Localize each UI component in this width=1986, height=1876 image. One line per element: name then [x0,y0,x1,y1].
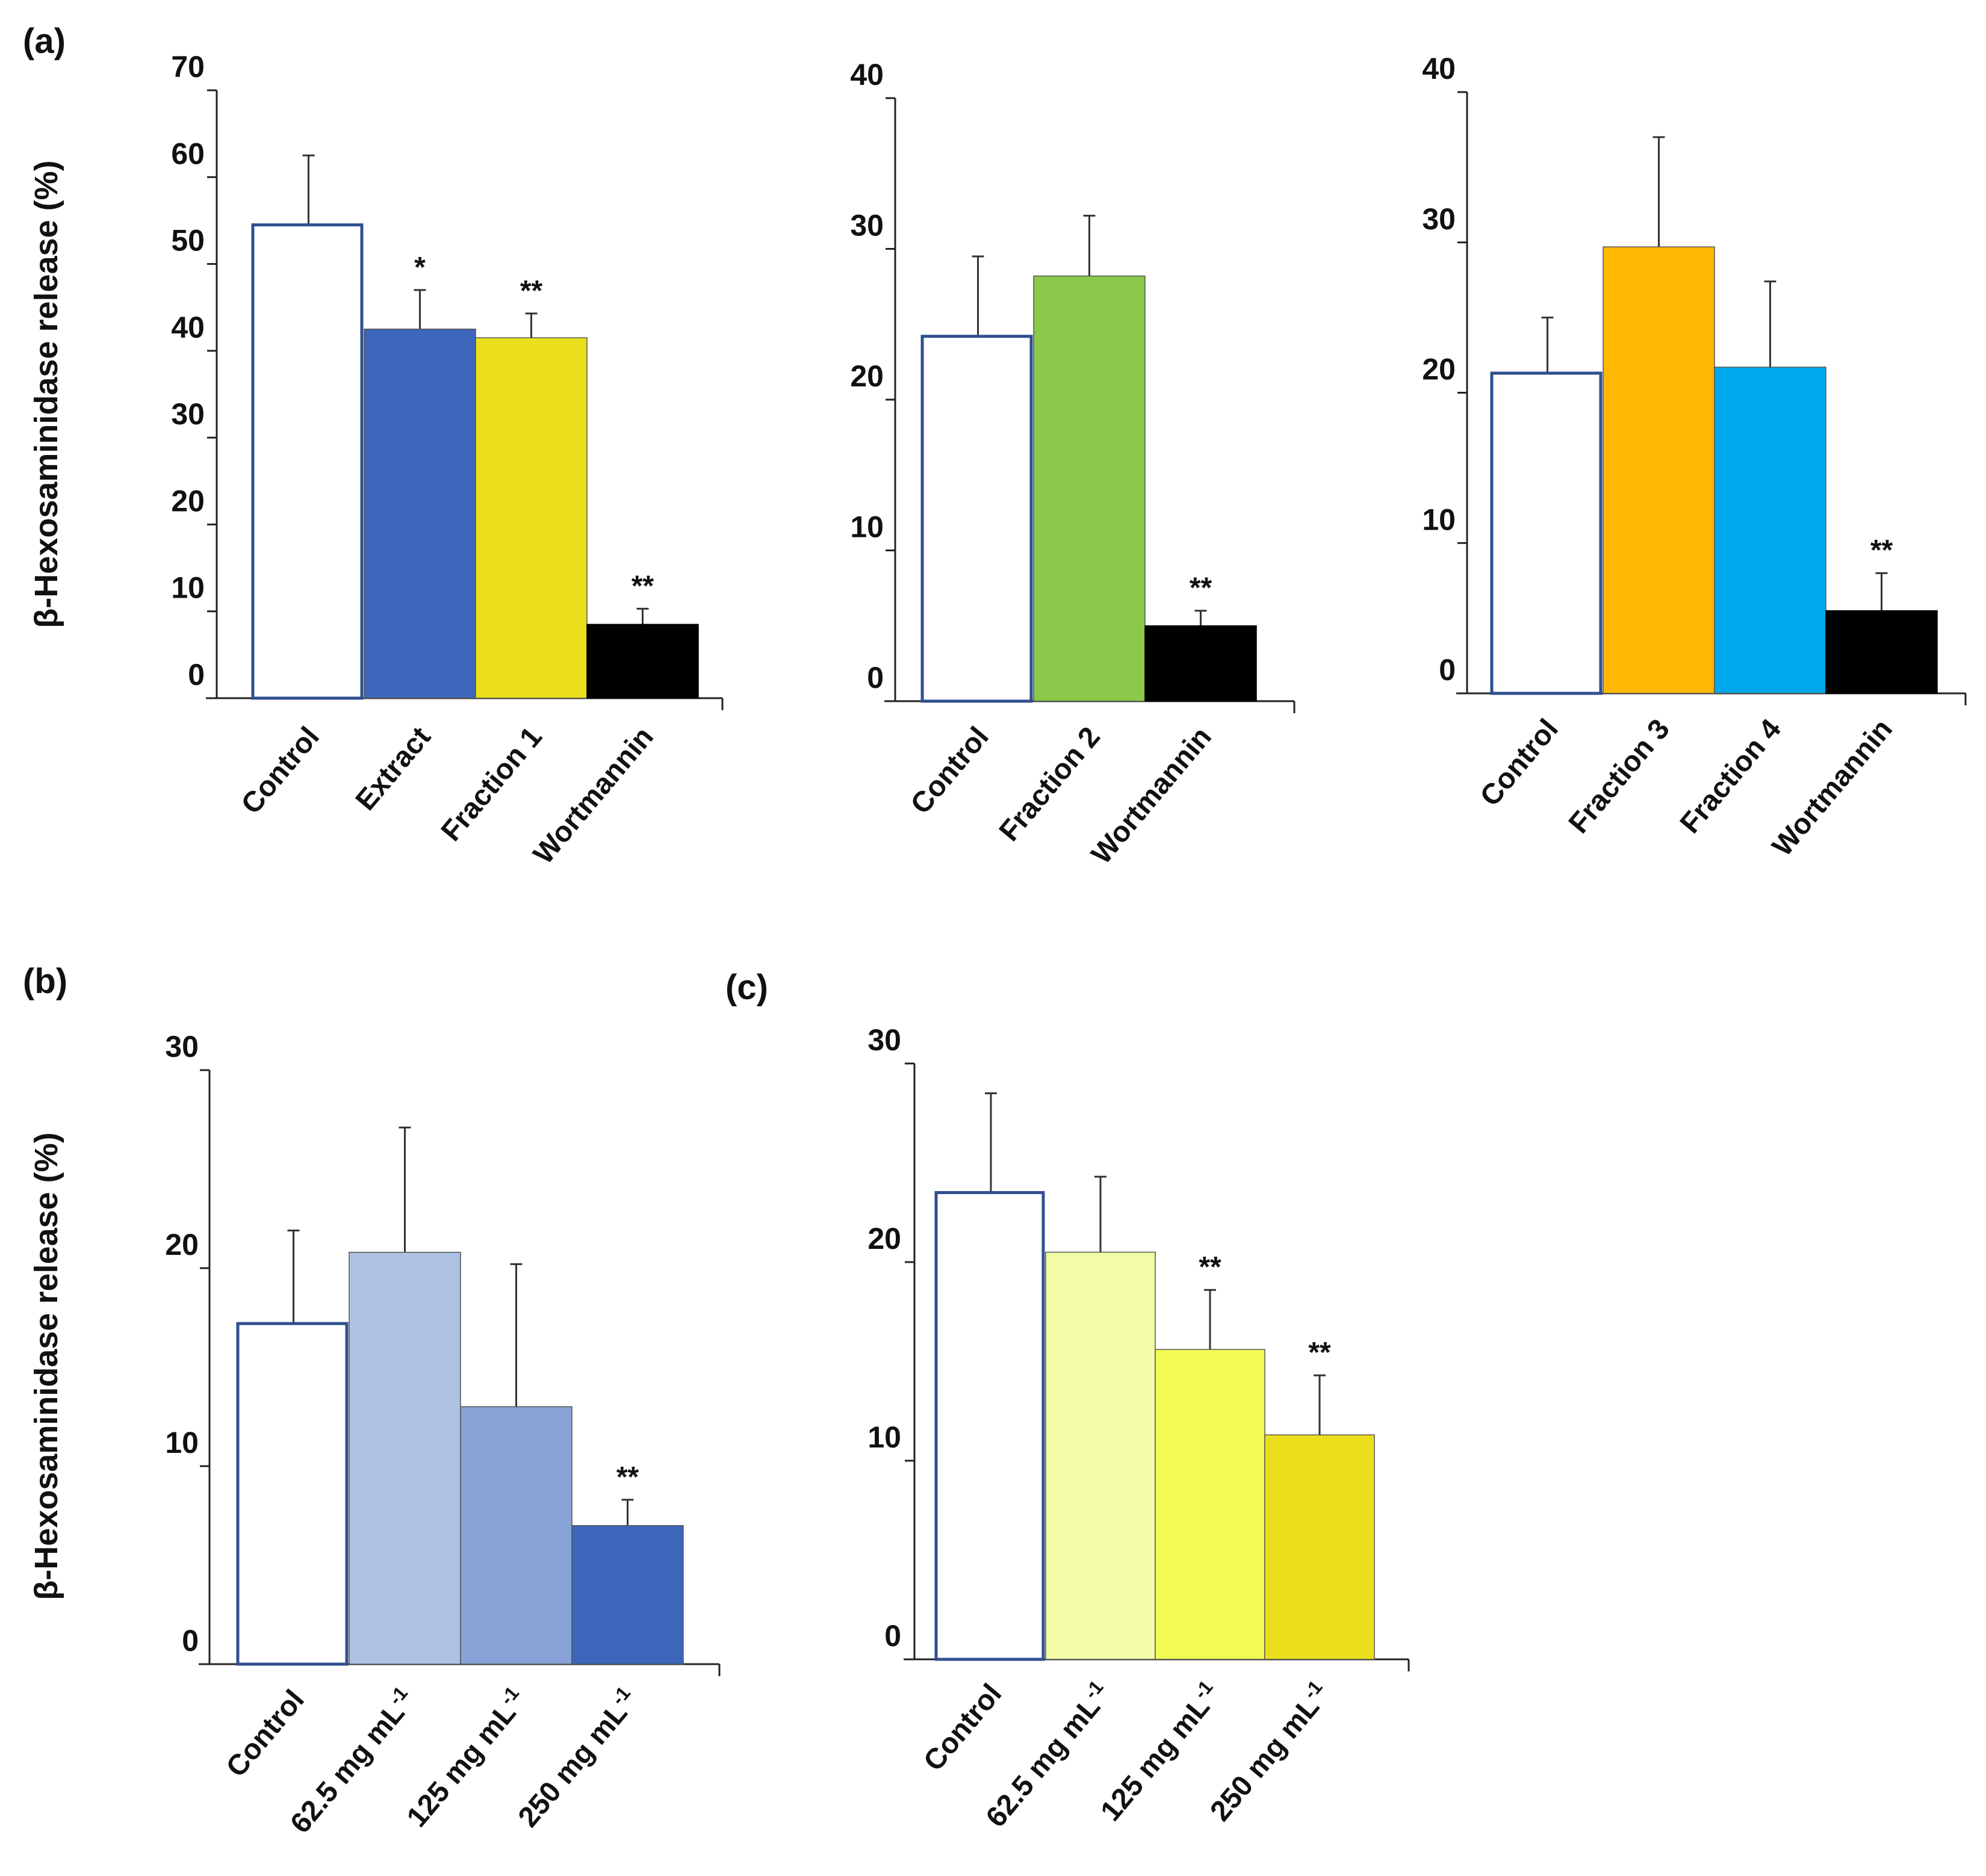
category-superscript: -1 [1299,1676,1327,1703]
y-tick-label: 0 [1439,653,1456,687]
bar-wortmannin [586,624,699,699]
category-superscript: -1 [607,1682,635,1709]
y-tick-label: 10 [165,1426,199,1460]
category-label: Wortmannin [527,721,660,870]
bar-control [920,335,1033,703]
bar-fraction-2 [1033,275,1146,702]
category-superscript: -1 [1080,1676,1108,1703]
category-label: Control [220,1684,311,1783]
significance-marker: ** [1199,1251,1221,1283]
category-label: Fraction 3 [1563,713,1676,840]
chart-a-extract-fraction1: 0 10 20 30 40 50 60 70 β-Hexosaminidase release … [28,50,724,870]
significance-marker: ** [616,1461,639,1493]
y-tick-label: 60 [171,137,205,170]
y-tick-label: 20 [850,359,884,393]
y-tick-label: 30 [1422,202,1456,236]
category-label: Wortmannin [1085,721,1218,870]
y-tick-label: 10 [171,571,205,605]
bar-fraction-4 [1714,367,1826,694]
bar-control [1490,371,1603,695]
panel-label-b: (b) [23,962,67,1001]
category-superscript: -1 [384,1682,412,1709]
category-label: Wortmannin [1766,713,1899,862]
y-tick-label: 20 [171,484,205,518]
bar-wortmannin [1825,610,1938,694]
significance-marker: * [414,252,426,283]
panel-label-c: (c) [725,968,768,1007]
bar-control [934,1191,1045,1661]
y-tick-label: 0 [182,1624,199,1658]
bar-62-5-mg-ml [1045,1251,1156,1660]
category-label: Control [1474,713,1565,813]
y-tick-label: 0 [884,1619,901,1653]
y-tick-label: 20 [165,1228,199,1262]
y-tick-label: 40 [171,311,205,344]
category-label: Control [917,1678,1008,1777]
y-tick-label: 40 [850,58,884,91]
y-tick-label: 70 [171,50,205,84]
bar-fraction-3 [1603,246,1715,694]
significance-marker: ** [1870,534,1893,566]
y-tick-label: 0 [188,658,205,692]
bar-250-mg-ml [571,1525,684,1665]
significance-marker: ** [631,570,654,602]
panel-label-a: (a) [23,22,66,61]
bar-control [236,1322,349,1666]
bar-125-mg-ml [460,1406,573,1665]
bar-fraction-1 [475,337,588,699]
y-tick-label: 30 [867,1023,901,1057]
y-tick-label: 10 [850,510,884,544]
bar-250-mg-ml [1264,1434,1375,1660]
chart-b-dose: 0 10 20 30 β-Hexosaminidase release (%) Contr… [28,1030,721,1839]
y-tick-label: 10 [867,1420,901,1454]
y-tick-label: 30 [171,397,205,431]
bar-wortmannin [1144,625,1257,702]
significance-marker: ** [1190,572,1212,604]
y-tick-label: 20 [867,1222,901,1255]
y-tick-label: 20 [1422,353,1456,386]
category-label: 250 mg mL-1 [510,1682,645,1833]
bar-extract [364,329,476,699]
category-label: 125 mg mL-1 [399,1682,533,1833]
y-tick-label: 50 [171,224,205,258]
bar-control [251,223,364,700]
category-label: Fraction 1 [435,721,548,847]
bar-125-mg-ml [1155,1349,1265,1660]
category-superscript: -1 [495,1682,523,1709]
significance-marker: ** [1308,1337,1331,1369]
category-label: Fraction 4 [1674,713,1787,840]
y-tick-label: 40 [1422,52,1456,85]
y-axis-label: β-Hexosaminidase release (%) [28,160,64,628]
y-tick-label: 30 [165,1030,199,1063]
category-label: Extract [350,721,437,817]
bar-62-5-mg-ml [349,1251,461,1665]
y-tick-label: 10 [1422,503,1456,536]
significance-marker: ** [520,275,543,307]
category-superscript: -1 [1190,1676,1217,1703]
category-label: 250 mg mL-1 [1202,1676,1337,1827]
y-tick-label: 30 [850,209,884,243]
y-axis-label: β-Hexosaminidase release (%) [28,1132,64,1600]
category-label: Fraction 2 [993,721,1106,847]
y-tick-label: 0 [867,661,884,695]
category-label: Control [905,721,995,820]
category-label: Control [235,721,326,820]
